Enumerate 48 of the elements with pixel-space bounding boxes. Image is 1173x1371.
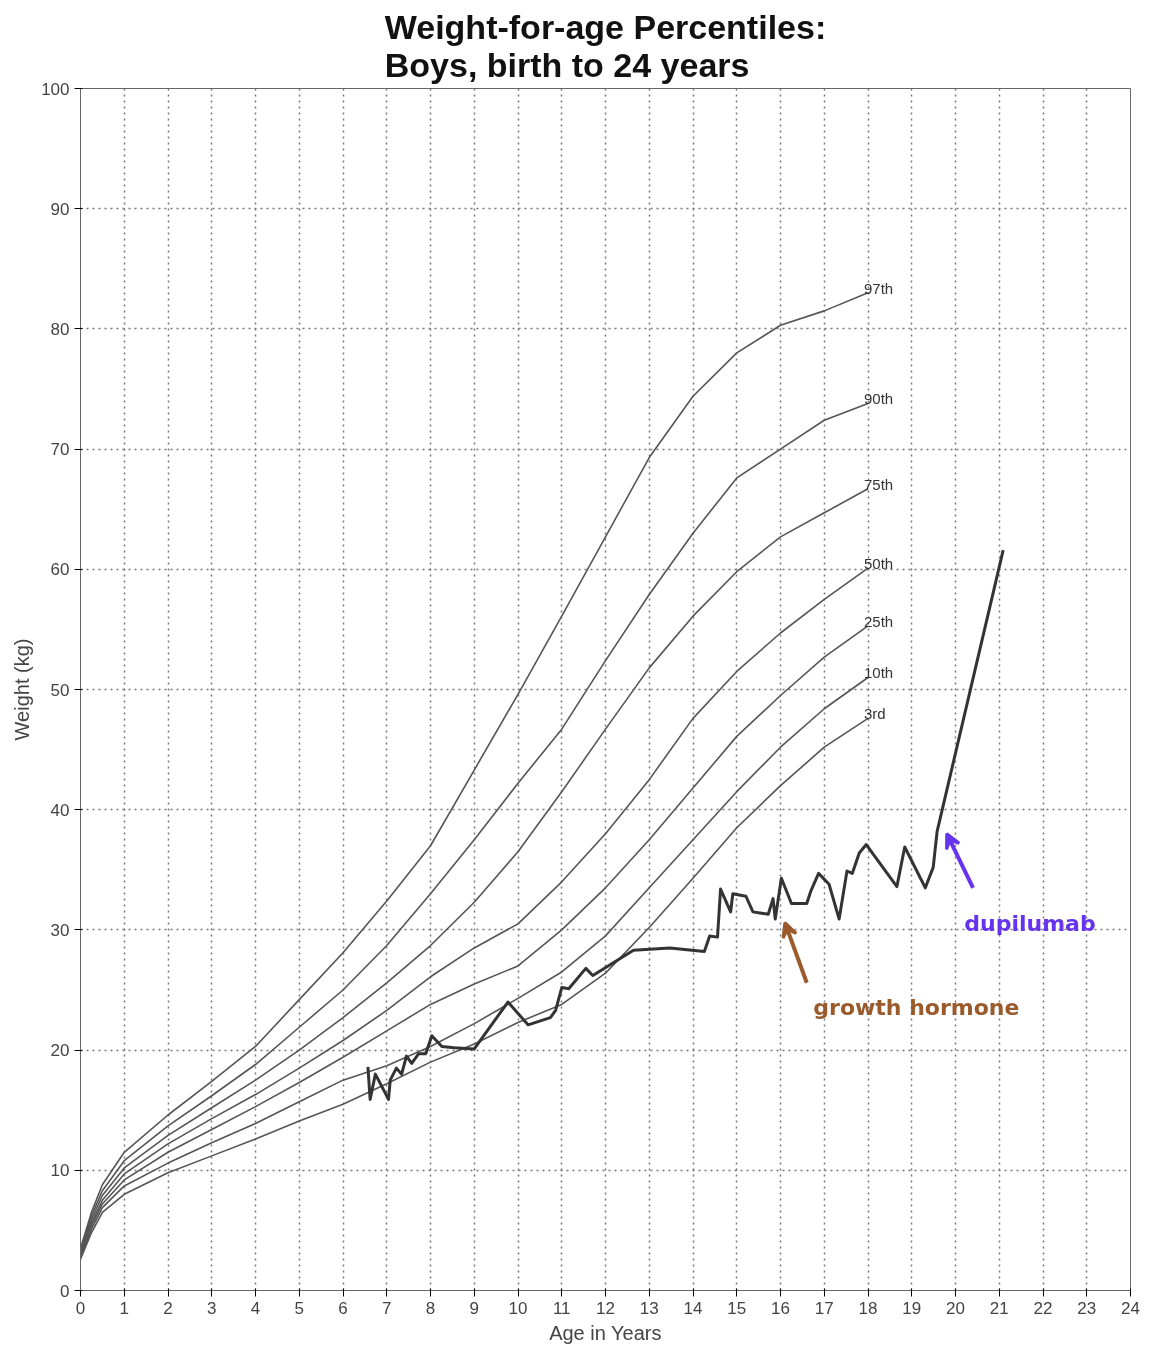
series-label: 90th bbox=[864, 390, 894, 408]
series-label: 3rd bbox=[864, 705, 886, 723]
y-tick-label: 90 bbox=[50, 199, 70, 219]
y-tick-label: 70 bbox=[50, 440, 70, 460]
x-tick-label: 14 bbox=[683, 1298, 703, 1318]
y-tick-label: 60 bbox=[50, 560, 70, 580]
series-label: 10th bbox=[864, 664, 894, 682]
x-tick-label: 17 bbox=[814, 1298, 834, 1318]
x-tick-label: 24 bbox=[1121, 1298, 1140, 1318]
series-label: 50th bbox=[864, 555, 894, 573]
x-tick-label: 6 bbox=[338, 1298, 348, 1318]
x-tick-label: 3 bbox=[207, 1298, 217, 1318]
x-tick-label: 1 bbox=[119, 1298, 129, 1318]
x-tick-label: 2 bbox=[163, 1298, 173, 1318]
y-tick-label: 40 bbox=[50, 800, 70, 820]
x-tick-label: 22 bbox=[1033, 1298, 1053, 1318]
series-label: 25th bbox=[864, 612, 894, 630]
x-tick-label: 7 bbox=[382, 1298, 392, 1318]
x-tick-label: 21 bbox=[989, 1298, 1009, 1318]
annotation: dupilumab bbox=[964, 910, 1096, 936]
y-tick-label: 20 bbox=[50, 1041, 70, 1061]
x-tick-label: 20 bbox=[946, 1298, 965, 1318]
y-axis-title: Weight (kg) bbox=[11, 638, 34, 741]
x-tick-label: 8 bbox=[425, 1298, 436, 1318]
x-tick-label: 10 bbox=[508, 1298, 528, 1318]
y-tick-label: 80 bbox=[50, 319, 70, 339]
y-tick-label: 100 bbox=[41, 79, 70, 99]
annotation: growth hormone bbox=[813, 995, 1020, 1021]
x-tick-label: 23 bbox=[1077, 1298, 1097, 1318]
y-tick-label: 0 bbox=[60, 1281, 70, 1301]
x-tick-label: 4 bbox=[250, 1298, 261, 1318]
chart-title: Weight-for-age Percentiles: Boys, birth to 24 years bbox=[384, 7, 827, 84]
x-tick-label: 12 bbox=[596, 1298, 615, 1318]
series-label: 97th bbox=[864, 279, 894, 297]
x-tick-label: 16 bbox=[771, 1298, 790, 1318]
x-tick-label: 15 bbox=[727, 1298, 747, 1318]
x-tick-label: 13 bbox=[639, 1298, 659, 1318]
x-tick-label: 0 bbox=[75, 1298, 86, 1318]
y-tick-label: 30 bbox=[50, 920, 70, 940]
series-label: 75th bbox=[864, 475, 894, 493]
x-tick-label: 11 bbox=[552, 1298, 571, 1318]
x-tick-label: 18 bbox=[858, 1298, 878, 1318]
y-tick-label: 10 bbox=[50, 1161, 70, 1181]
x-tick-label: 9 bbox=[469, 1298, 479, 1318]
x-axis-title: Age in Years bbox=[549, 1321, 662, 1344]
x-tick-label: 19 bbox=[902, 1298, 922, 1318]
y-tick-label: 50 bbox=[50, 680, 70, 700]
x-tick-label: 5 bbox=[294, 1298, 304, 1318]
